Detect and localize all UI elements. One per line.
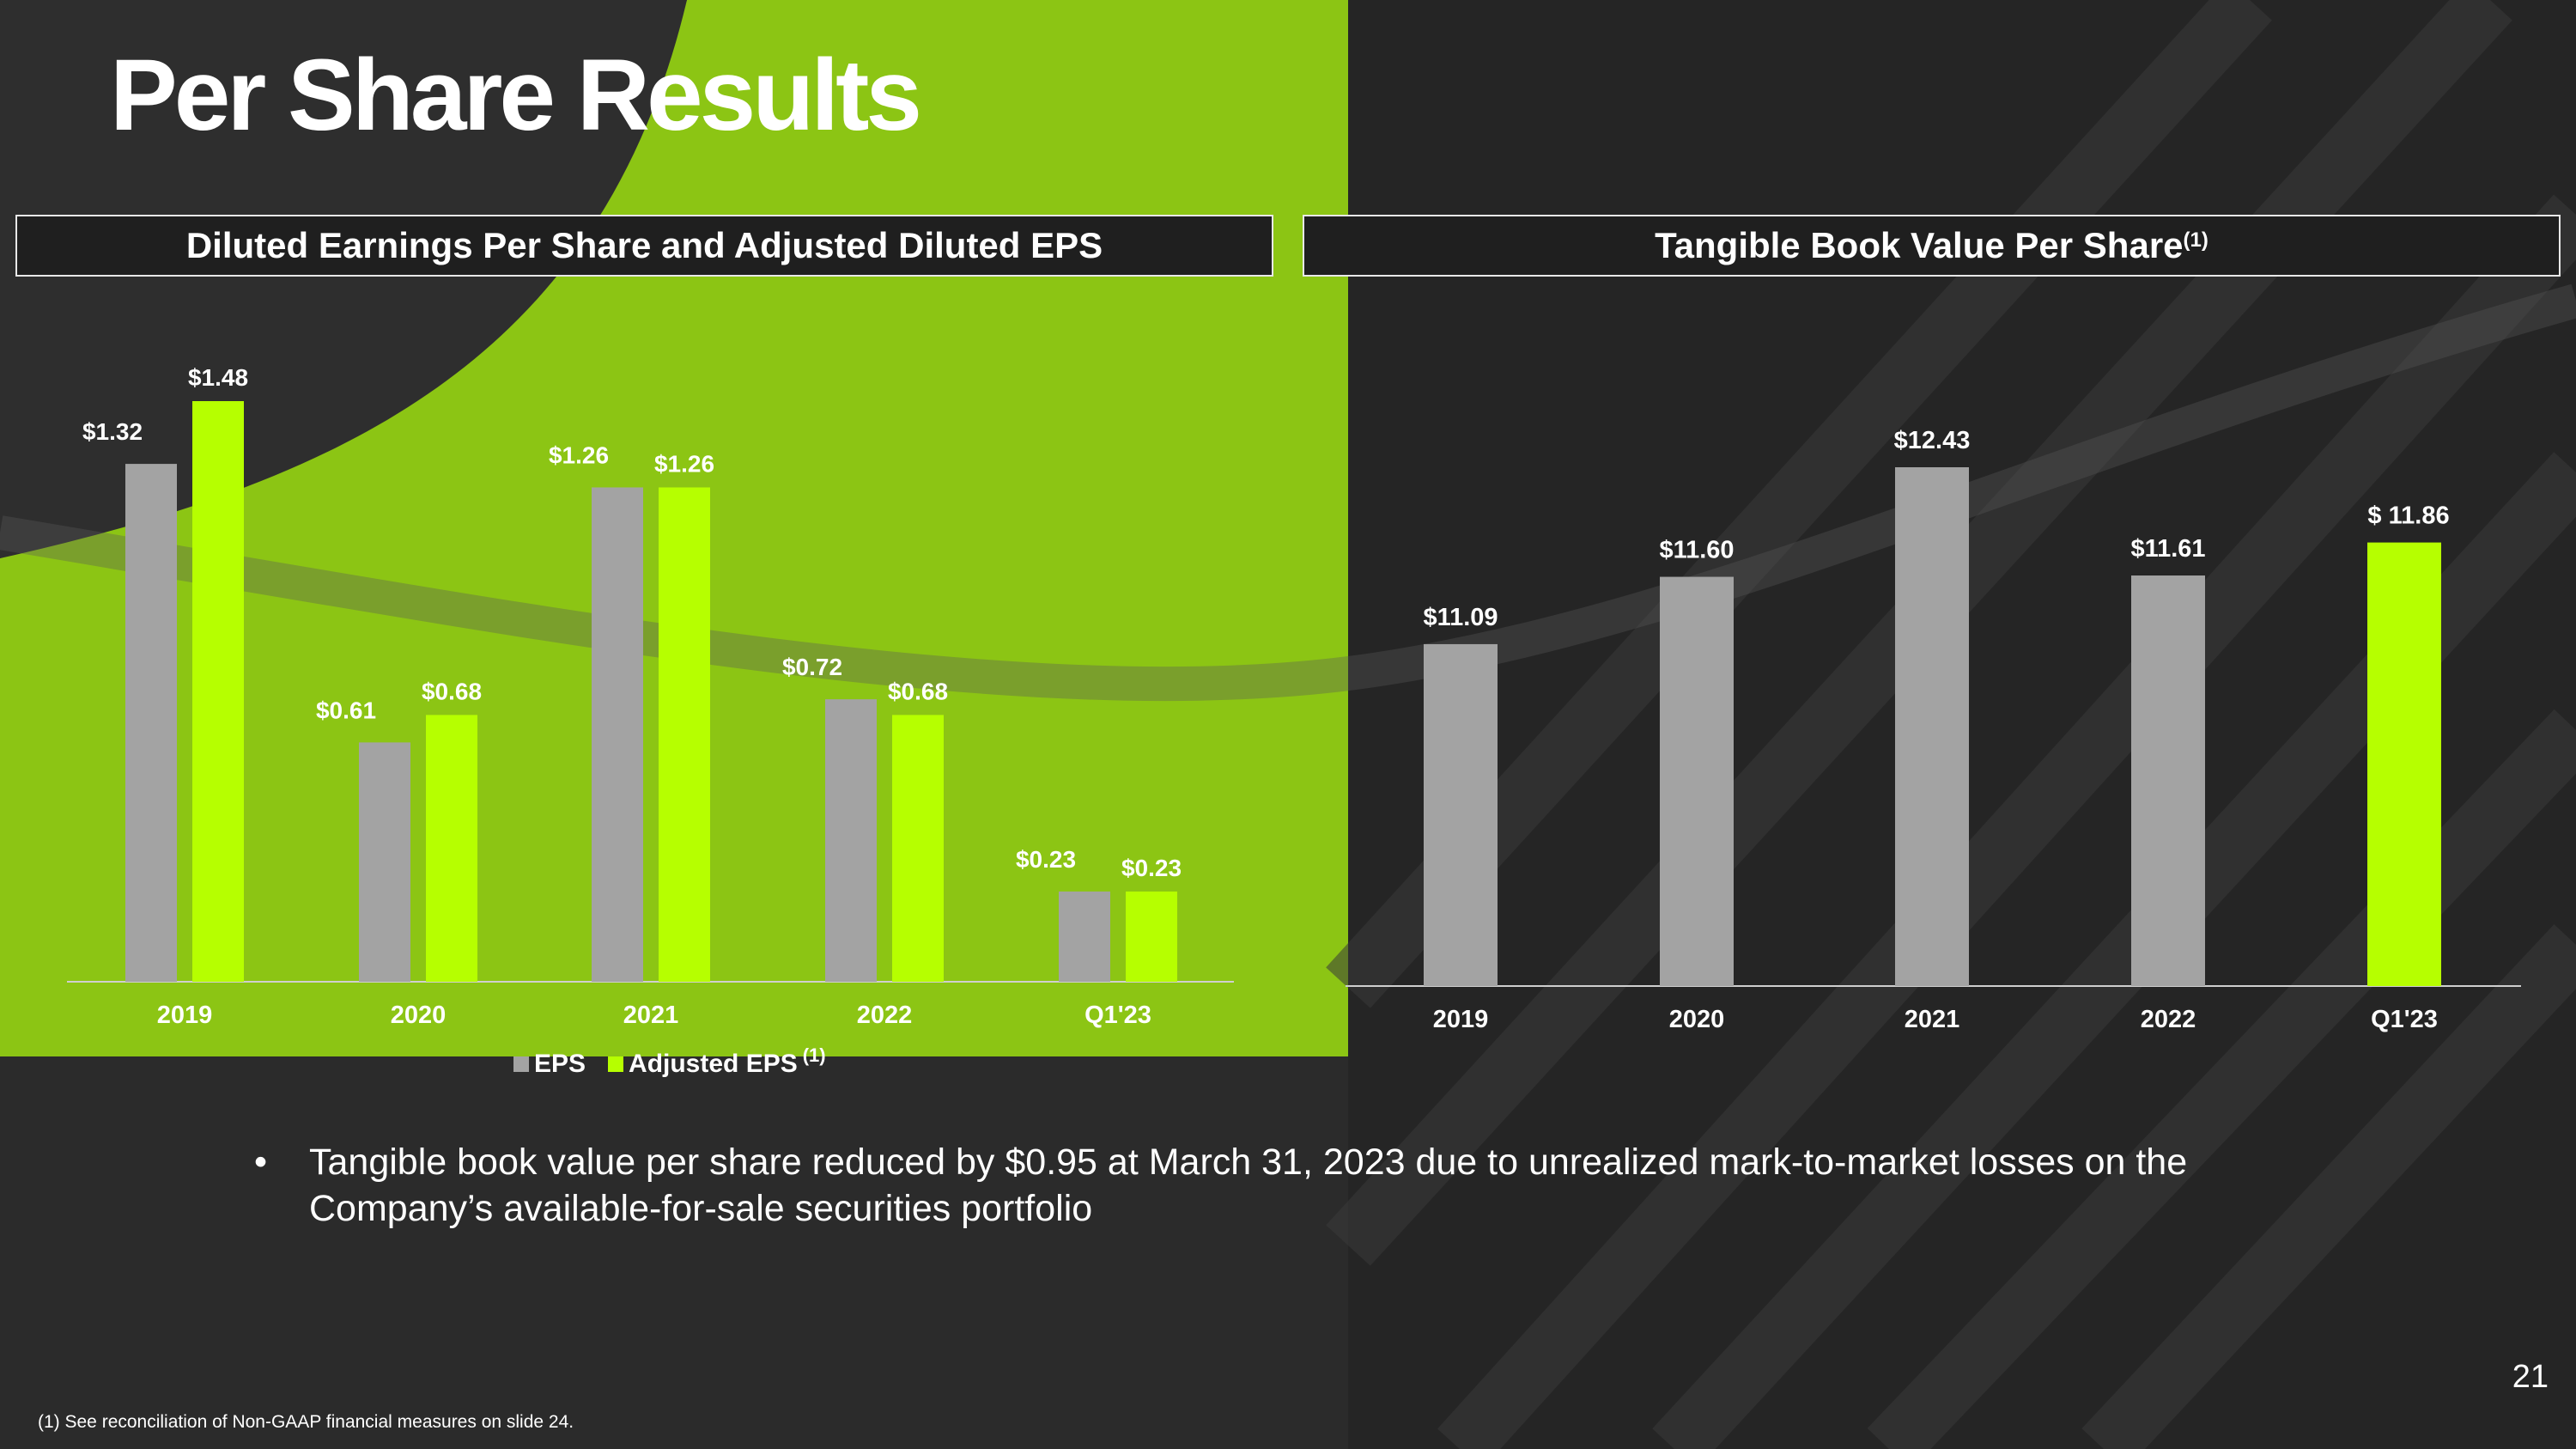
eps-data-label-adjusted-4: $0.23 (1121, 855, 1182, 881)
eps-tick-label-4: Q1'23 (1084, 1002, 1151, 1029)
tbv-chart-title: Tangible Book Value Per Share (1655, 225, 2184, 265)
tbv-footnote-marker: (1) (2183, 228, 2208, 252)
tbv-tick-label-2: 2021 (1905, 1006, 1960, 1033)
eps-bar-eps-4 (1059, 891, 1110, 982)
legend-footnote-marker: (1) (802, 1044, 826, 1066)
tbv-bar-chart: $11.09 2019 $11.60 2020 $12.43 2021 $11.61 2022… (1346, 427, 2521, 1033)
eps-bar-adjusted-0 (192, 401, 244, 982)
eps-data-label-eps-4: $0.23 (1016, 846, 1076, 873)
bullet-point: • Tangible book value per share reduced … (254, 1139, 2315, 1232)
eps-data-label-adjusted-1: $0.68 (422, 678, 482, 704)
eps-bar-chart: $1.32 $1.48 2019 $0.61 $0.68 2020 $1.26 $1.26 20… (67, 364, 1234, 1029)
eps-bar-adjusted-4 (1126, 891, 1177, 982)
legend-item-eps: EPS (513, 1050, 586, 1079)
tbv-tick-label-1: 2020 (1669, 1006, 1725, 1033)
eps-data-label-eps-2: $1.26 (549, 441, 609, 468)
bullet-dot: • (254, 1142, 268, 1183)
eps-data-label-eps-0: $1.32 (82, 418, 143, 445)
tbv-tick-label-3: 2022 (2141, 1006, 2196, 1033)
eps-tick-label-2: 2021 (623, 1002, 679, 1029)
eps-chart-header: Diluted Earnings Per Share and Adjusted … (15, 215, 1273, 277)
eps-chart-legend: EPS Adjusted EPS (1) (513, 1044, 848, 1079)
legend-swatch-adjusted (608, 1056, 624, 1072)
tbv-bar-3 (2131, 575, 2205, 986)
eps-tick-label-0: 2019 (157, 1002, 213, 1029)
tbv-bar-4 (2367, 542, 2441, 986)
eps-tick-label-1: 2020 (391, 1002, 447, 1029)
eps-bar-eps-2 (592, 487, 643, 982)
eps-data-label-adjusted-2: $1.26 (654, 450, 714, 477)
eps-data-label-adjusted-0: $1.48 (188, 364, 248, 391)
tbv-bar-2 (1895, 467, 1969, 986)
footnote: (1) See reconciliation of Non-GAAP finan… (38, 1412, 574, 1432)
eps-bar-adjusted-1 (426, 715, 477, 982)
legend-label-eps: EPS (534, 1050, 586, 1078)
bullet-text: Tangible book value per share reduced by… (309, 1142, 2188, 1229)
tbv-data-label-0: $11.09 (1423, 604, 1498, 631)
eps-bar-eps-0 (125, 464, 177, 982)
legend-item-adjusted: Adjusted EPS (1) (608, 1044, 826, 1079)
eps-data-label-eps-1: $0.61 (316, 697, 376, 723)
tbv-bar-0 (1424, 643, 1498, 986)
legend-swatch-eps (513, 1056, 529, 1072)
eps-bar-adjusted-2 (659, 487, 710, 982)
tbv-bar-1 (1660, 576, 1734, 986)
page-number: 21 (2512, 1359, 2549, 1395)
eps-chart-title: Diluted Earnings Per Share and Adjusted … (185, 225, 1103, 265)
eps-data-label-adjusted-3: $0.68 (888, 678, 948, 704)
eps-bar-eps-3 (825, 699, 877, 982)
tbv-data-label-1: $11.60 (1659, 537, 1734, 564)
tbv-chart-header: Tangible Book Value Per Share (1) (1303, 215, 2561, 277)
eps-bar-adjusted-3 (892, 715, 944, 982)
page-title: Per Share Results (110, 39, 922, 152)
tbv-tick-label-4: Q1'23 (2371, 1006, 2438, 1033)
eps-data-label-eps-3: $0.72 (782, 654, 842, 680)
legend-label-adjusted: Adjusted EPS (629, 1050, 798, 1078)
tbv-tick-label-0: 2019 (1433, 1006, 1489, 1033)
eps-tick-label-3: 2022 (857, 1002, 913, 1029)
tbv-data-label-4: $ 11.86 (2367, 502, 2449, 530)
tbv-data-label-2: $12.43 (1894, 427, 1971, 454)
tbv-data-label-3: $11.61 (2130, 535, 2205, 563)
eps-bar-eps-1 (359, 742, 410, 982)
